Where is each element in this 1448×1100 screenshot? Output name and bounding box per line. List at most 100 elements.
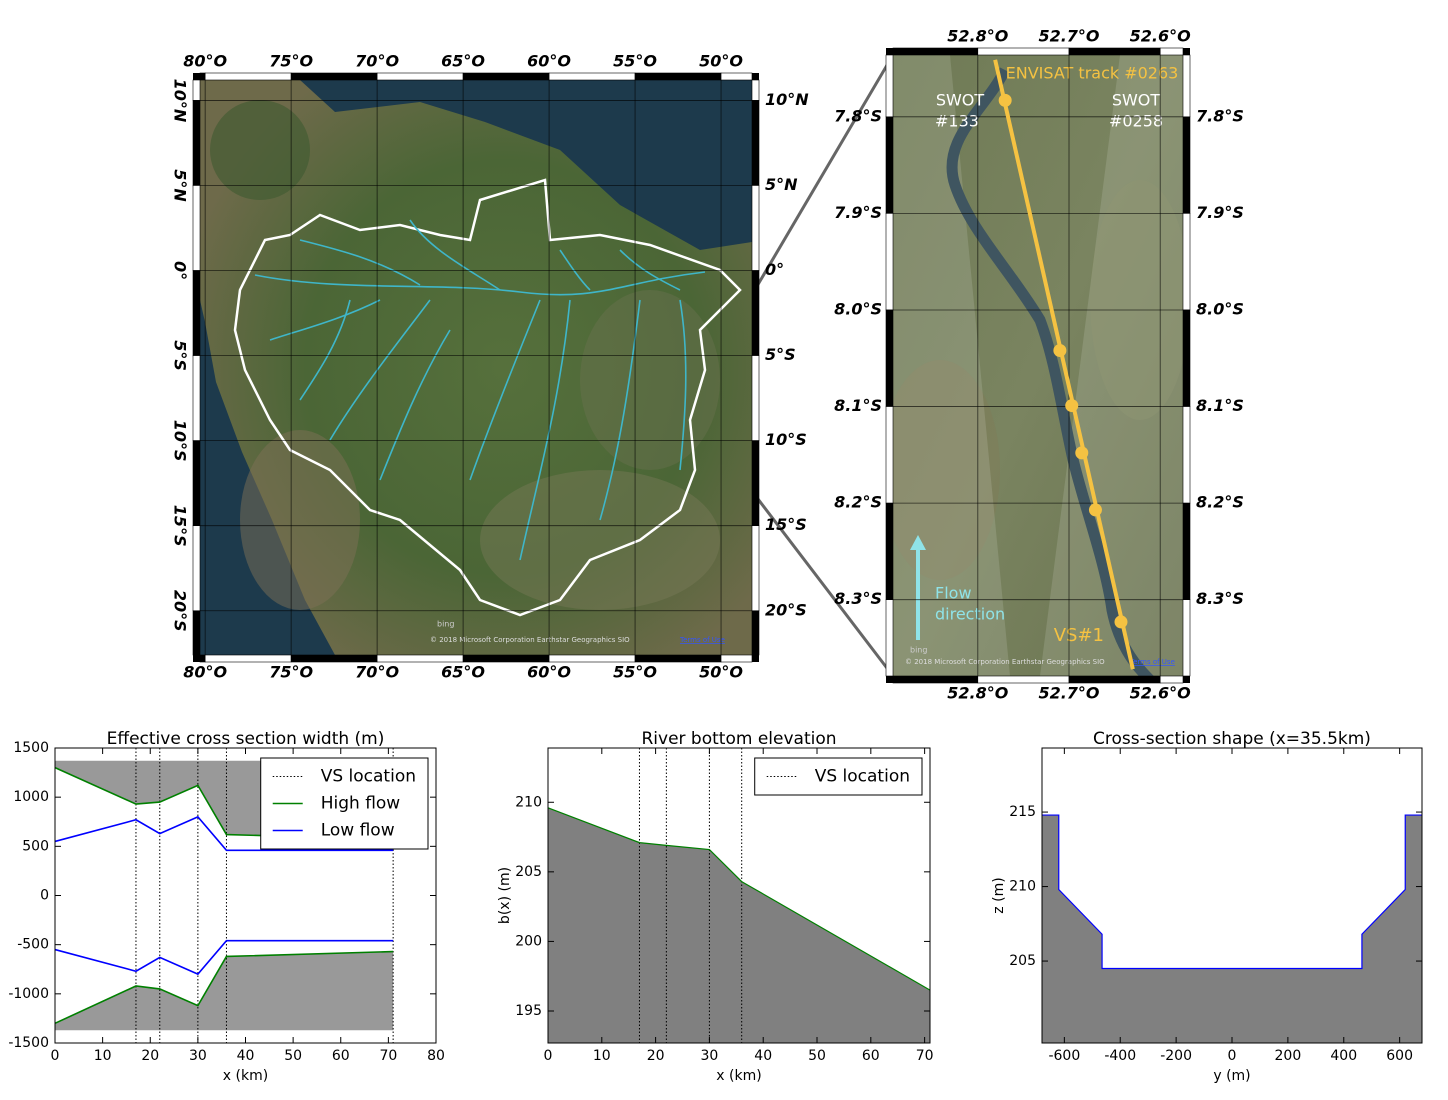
series-line xyxy=(54,950,394,1025)
frame-corner xyxy=(193,73,200,80)
x-tick-label: 30 xyxy=(700,1048,718,1064)
attribution: © 2018 Microsoft Corporation Earthstar G… xyxy=(905,658,1105,666)
frame-segment xyxy=(885,502,894,601)
x-tick-label: 60 xyxy=(862,1048,880,1064)
frame-segment xyxy=(720,72,753,81)
x-tick-label: 200 xyxy=(1275,1048,1302,1064)
frame-corner xyxy=(886,676,893,683)
frame-segment xyxy=(376,72,464,81)
lat-label: 8.1°S xyxy=(1196,396,1244,415)
y-tick-label: 210 xyxy=(1009,879,1036,895)
station xyxy=(998,93,1012,107)
frame-segment xyxy=(192,79,201,101)
river xyxy=(619,249,681,291)
frame-corner xyxy=(886,48,893,55)
basin-outline xyxy=(233,178,742,617)
frame-segment xyxy=(1182,54,1191,118)
river xyxy=(299,239,421,286)
lat-label: 5°N xyxy=(765,175,798,194)
frame-segment xyxy=(634,654,722,663)
map-image: bing © 2018 Microsoft Corporation Earths… xyxy=(893,55,1183,676)
lon-label: 55°O xyxy=(613,52,657,71)
frame-segment xyxy=(548,72,636,81)
lon-label: 70°O xyxy=(355,52,399,71)
terms-link[interactable]: Terms of Use xyxy=(1129,658,1175,666)
x-tick-label: 600 xyxy=(1386,1048,1413,1064)
x-tick-label: 20 xyxy=(141,1048,159,1064)
lat-label: 0° xyxy=(171,261,190,280)
lon-label: 52.6°O xyxy=(1130,27,1191,46)
frame-segment xyxy=(204,654,292,663)
flow-label: Flow xyxy=(935,584,972,603)
frame-corner xyxy=(752,73,759,80)
lon-label: 50°O xyxy=(699,663,743,682)
terrain xyxy=(893,360,1000,580)
y-tick-label: 205 xyxy=(1009,953,1036,969)
frame-segment xyxy=(751,270,760,356)
lat-label: 15°S xyxy=(765,515,807,534)
y-tick-label: -1500 xyxy=(8,1035,49,1051)
y-tick-label: -1000 xyxy=(8,986,49,1002)
frame-segment xyxy=(1182,502,1191,601)
terrain xyxy=(240,430,360,610)
frame-segment xyxy=(720,654,753,663)
frame-segment xyxy=(751,79,760,101)
lat-label: 7.8°S xyxy=(834,106,882,125)
legend-label: VS location xyxy=(815,767,910,787)
frame-segment xyxy=(204,72,292,81)
terms-link[interactable]: Terms of Use xyxy=(679,636,725,644)
lat-label: 8.3°S xyxy=(1196,589,1244,608)
swot-label: SWOT xyxy=(936,91,985,110)
terrain xyxy=(1090,180,1183,420)
frame-segment xyxy=(1182,406,1191,504)
station-label: VS#1 xyxy=(1054,625,1104,646)
frame-segment xyxy=(290,654,378,663)
river xyxy=(299,299,351,401)
y-tick-label: 195 xyxy=(515,1003,542,1019)
area-line xyxy=(1042,814,1422,970)
lon-label: 52.7°O xyxy=(1038,27,1099,46)
x-axis-label: x (km) xyxy=(716,1068,761,1084)
river xyxy=(946,67,1154,676)
y-tick-label: 215 xyxy=(1009,804,1036,820)
y-tick-label: 210 xyxy=(515,794,542,810)
frame-segment xyxy=(192,185,201,271)
lon-label: 60°O xyxy=(527,52,571,71)
frame-segment xyxy=(376,654,464,663)
y-axis-label: b(x) (m) xyxy=(497,867,513,924)
terrain xyxy=(480,470,720,610)
station xyxy=(1053,344,1067,358)
x-tick-label: -400 xyxy=(1104,1048,1136,1064)
frame-segment xyxy=(885,116,894,214)
x-tick-label: 10 xyxy=(593,1048,611,1064)
y-tick-label: 1000 xyxy=(13,789,49,805)
frame-segment xyxy=(751,185,760,271)
x-tick-label: 70 xyxy=(916,1048,934,1064)
station xyxy=(1065,399,1079,413)
swot-swath xyxy=(893,55,1010,676)
frame-segment xyxy=(1182,599,1191,677)
x-axis-label: y (m) xyxy=(1213,1068,1250,1084)
y-tick-label: 205 xyxy=(515,864,542,880)
series-line xyxy=(54,766,394,841)
frame-segment xyxy=(977,675,1070,684)
lat-label: 0° xyxy=(765,260,784,279)
lat-label: 10°S xyxy=(171,420,190,462)
river xyxy=(379,329,451,481)
lat-label: 8.3°S xyxy=(834,589,882,608)
lon-label: 65°O xyxy=(441,663,485,682)
river xyxy=(329,299,431,441)
frame-segment xyxy=(751,100,760,186)
lon-label: 52.8°O xyxy=(947,27,1008,46)
x-tick-label: 40 xyxy=(237,1048,255,1064)
lat-label: 10°N xyxy=(765,90,809,109)
legend-label: Low flow xyxy=(321,821,395,841)
attribution: © 2018 Microsoft Corporation Earthstar G… xyxy=(430,636,630,644)
river xyxy=(599,299,641,521)
area-fill xyxy=(1042,815,1422,1043)
lon-label: 65°O xyxy=(441,52,485,71)
x-tick-label: 20 xyxy=(647,1048,665,1064)
river xyxy=(469,299,541,481)
river xyxy=(679,299,687,471)
